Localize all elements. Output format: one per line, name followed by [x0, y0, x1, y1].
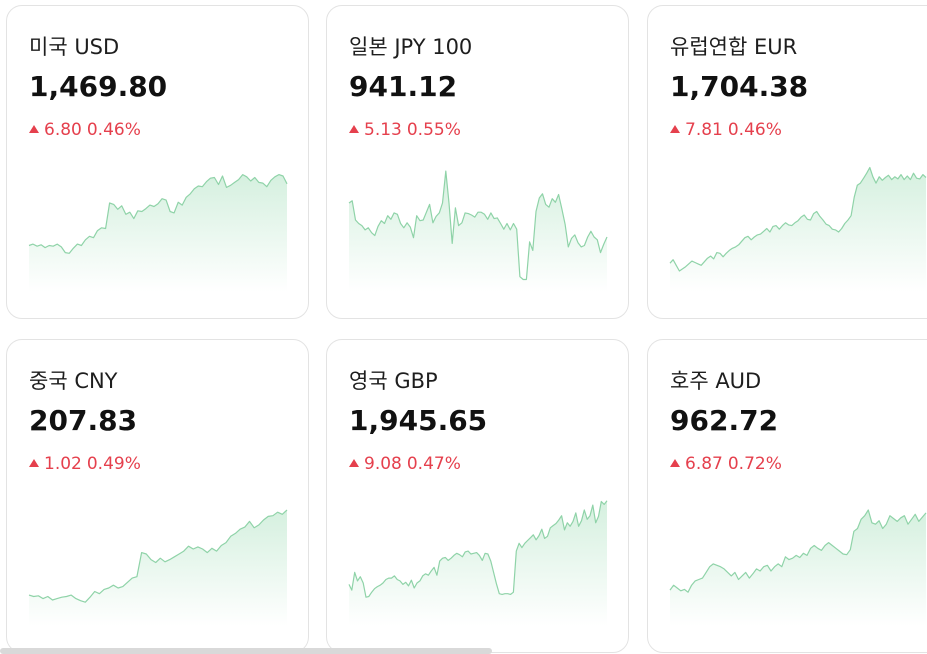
- up-triangle-icon: [349, 459, 359, 467]
- change-amount: 7.81: [685, 120, 723, 140]
- change-percent: 0.46%: [727, 120, 782, 140]
- rate-change: 7.81 0.46%: [670, 120, 782, 140]
- change-amount: 1.02: [44, 454, 82, 474]
- change-amount: 9.08: [364, 454, 402, 474]
- change-percent: 0.55%: [406, 120, 461, 140]
- sparkline-chart: [669, 166, 927, 292]
- sparkline-chart: [348, 170, 608, 292]
- up-triangle-icon: [29, 125, 39, 133]
- sparkline-area: [349, 171, 607, 292]
- sparkline-chart: [28, 509, 288, 626]
- sparkline-area: [670, 167, 926, 292]
- exchange-rate: 962.72: [670, 404, 779, 437]
- sparkline-line: [348, 500, 608, 598]
- card-usd[interactable]: 미국 USD 1,469.80 6.80 0.46%: [6, 5, 309, 319]
- exchange-rate: 941.12: [349, 70, 458, 103]
- exchange-rate: 207.83: [29, 404, 138, 437]
- sparkline-chart: [669, 509, 927, 626]
- up-triangle-icon: [670, 459, 680, 467]
- change-percent: 0.72%: [727, 454, 782, 474]
- card-jpy[interactable]: 일본 JPY 100 941.12 5.13 0.55%: [326, 5, 629, 319]
- rate-change: 5.13 0.55%: [349, 120, 461, 140]
- card-title: 미국 USD: [29, 35, 120, 59]
- sparkline-line: [28, 509, 288, 603]
- sparkline-area: [29, 510, 287, 626]
- sparkline-chart: [28, 174, 288, 292]
- card-gbp[interactable]: 영국 GBP 1,945.65 9.08 0.47%: [326, 339, 629, 653]
- sparkline-line: [348, 170, 608, 281]
- sparkline-area: [670, 510, 926, 626]
- sparkline-line: [669, 509, 927, 593]
- rate-change: 6.87 0.72%: [670, 454, 782, 474]
- exchange-rate: 1,704.38: [670, 70, 809, 103]
- sparkline-chart: [348, 500, 608, 626]
- up-triangle-icon: [349, 125, 359, 133]
- card-title: 영국 GBP: [349, 369, 438, 393]
- change-percent: 0.49%: [86, 454, 141, 474]
- card-cny[interactable]: 중국 CNY 207.83 1.02 0.49%: [6, 339, 309, 653]
- card-eur[interactable]: 유럽연합 EUR 1,704.38 7.81 0.46%: [647, 5, 927, 319]
- change-amount: 6.80: [44, 120, 82, 140]
- exchange-rate: 1,945.65: [349, 404, 488, 437]
- card-title: 일본 JPY 100: [349, 35, 473, 59]
- up-triangle-icon: [670, 125, 680, 133]
- card-aud[interactable]: 호주 AUD 962.72 6.87 0.72%: [647, 339, 927, 653]
- horizontal-scrollbar[interactable]: [0, 648, 492, 654]
- exchange-rate: 1,469.80: [29, 70, 168, 103]
- sparkline-line: [28, 174, 288, 254]
- sparkline-area: [349, 500, 607, 626]
- sparkline-line: [669, 166, 927, 272]
- rate-change: 6.80 0.46%: [29, 120, 141, 140]
- change-amount: 5.13: [364, 120, 402, 140]
- card-title: 호주 AUD: [670, 369, 762, 393]
- card-title: 중국 CNY: [29, 369, 118, 393]
- card-title: 유럽연합 EUR: [670, 35, 798, 59]
- rate-change: 9.08 0.47%: [349, 454, 461, 474]
- change-percent: 0.47%: [406, 454, 461, 474]
- change-amount: 6.87: [685, 454, 723, 474]
- change-percent: 0.46%: [86, 120, 141, 140]
- rate-change: 1.02 0.49%: [29, 454, 141, 474]
- up-triangle-icon: [29, 459, 39, 467]
- sparkline-area: [29, 174, 287, 292]
